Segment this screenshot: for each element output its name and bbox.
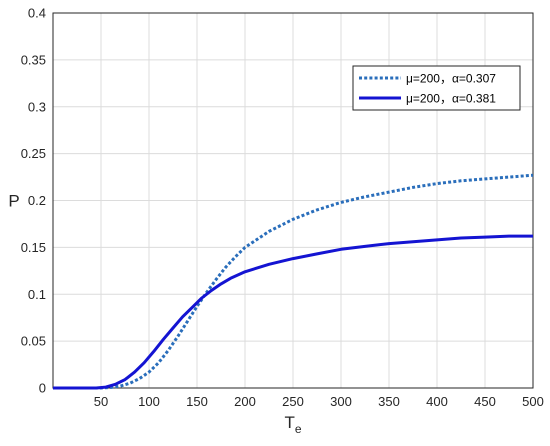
x-tick-label: 400 bbox=[426, 394, 448, 409]
y-axis-label: P bbox=[8, 192, 19, 211]
x-axis-label-subscript: e bbox=[295, 422, 302, 436]
y-tick-label: 0.15 bbox=[21, 240, 46, 255]
x-tick-label: 250 bbox=[282, 394, 304, 409]
x-tick-label: 300 bbox=[330, 394, 352, 409]
x-tick-label: 100 bbox=[138, 394, 160, 409]
x-axis-label: Te bbox=[284, 413, 301, 436]
x-tick-label: 350 bbox=[378, 394, 400, 409]
y-tick-label: 0.1 bbox=[28, 287, 46, 302]
y-tick-label: 0.2 bbox=[28, 193, 46, 208]
legend: μ=200，α=0.307 μ=200，α=0.381 bbox=[352, 65, 521, 111]
series-layer bbox=[53, 173, 534, 390]
x-tick-label: 500 bbox=[522, 394, 544, 409]
series-line-2 bbox=[53, 234, 533, 390]
plot-area-frame bbox=[52, 12, 534, 389]
x-tick-label: 150 bbox=[186, 394, 208, 409]
y-tick-label: 0 bbox=[39, 381, 46, 396]
legend-entry-2: μ=200，α=0.381 bbox=[406, 92, 496, 106]
legend-entry-1: μ=200，α=0.307 bbox=[406, 72, 496, 86]
tick-labels: 50 100 150 200 250 300 350 400 450 500 0 0.05 0.1 0.1… bbox=[21, 6, 544, 410]
y-tick-label: 0.05 bbox=[21, 334, 46, 349]
series-line-1 bbox=[53, 173, 534, 390]
y-tick-label: 0.35 bbox=[21, 52, 46, 67]
y-tick-label: 0.4 bbox=[28, 6, 46, 21]
x-tick-label: 50 bbox=[94, 394, 108, 409]
x-tick-label: 450 bbox=[474, 394, 496, 409]
x-tick-label: 200 bbox=[234, 394, 256, 409]
y-tick-label: 0.25 bbox=[21, 146, 46, 161]
legend-box bbox=[352, 65, 521, 111]
x-axis-label-main: T bbox=[284, 413, 294, 432]
y-tick-label: 0.3 bbox=[28, 99, 46, 114]
